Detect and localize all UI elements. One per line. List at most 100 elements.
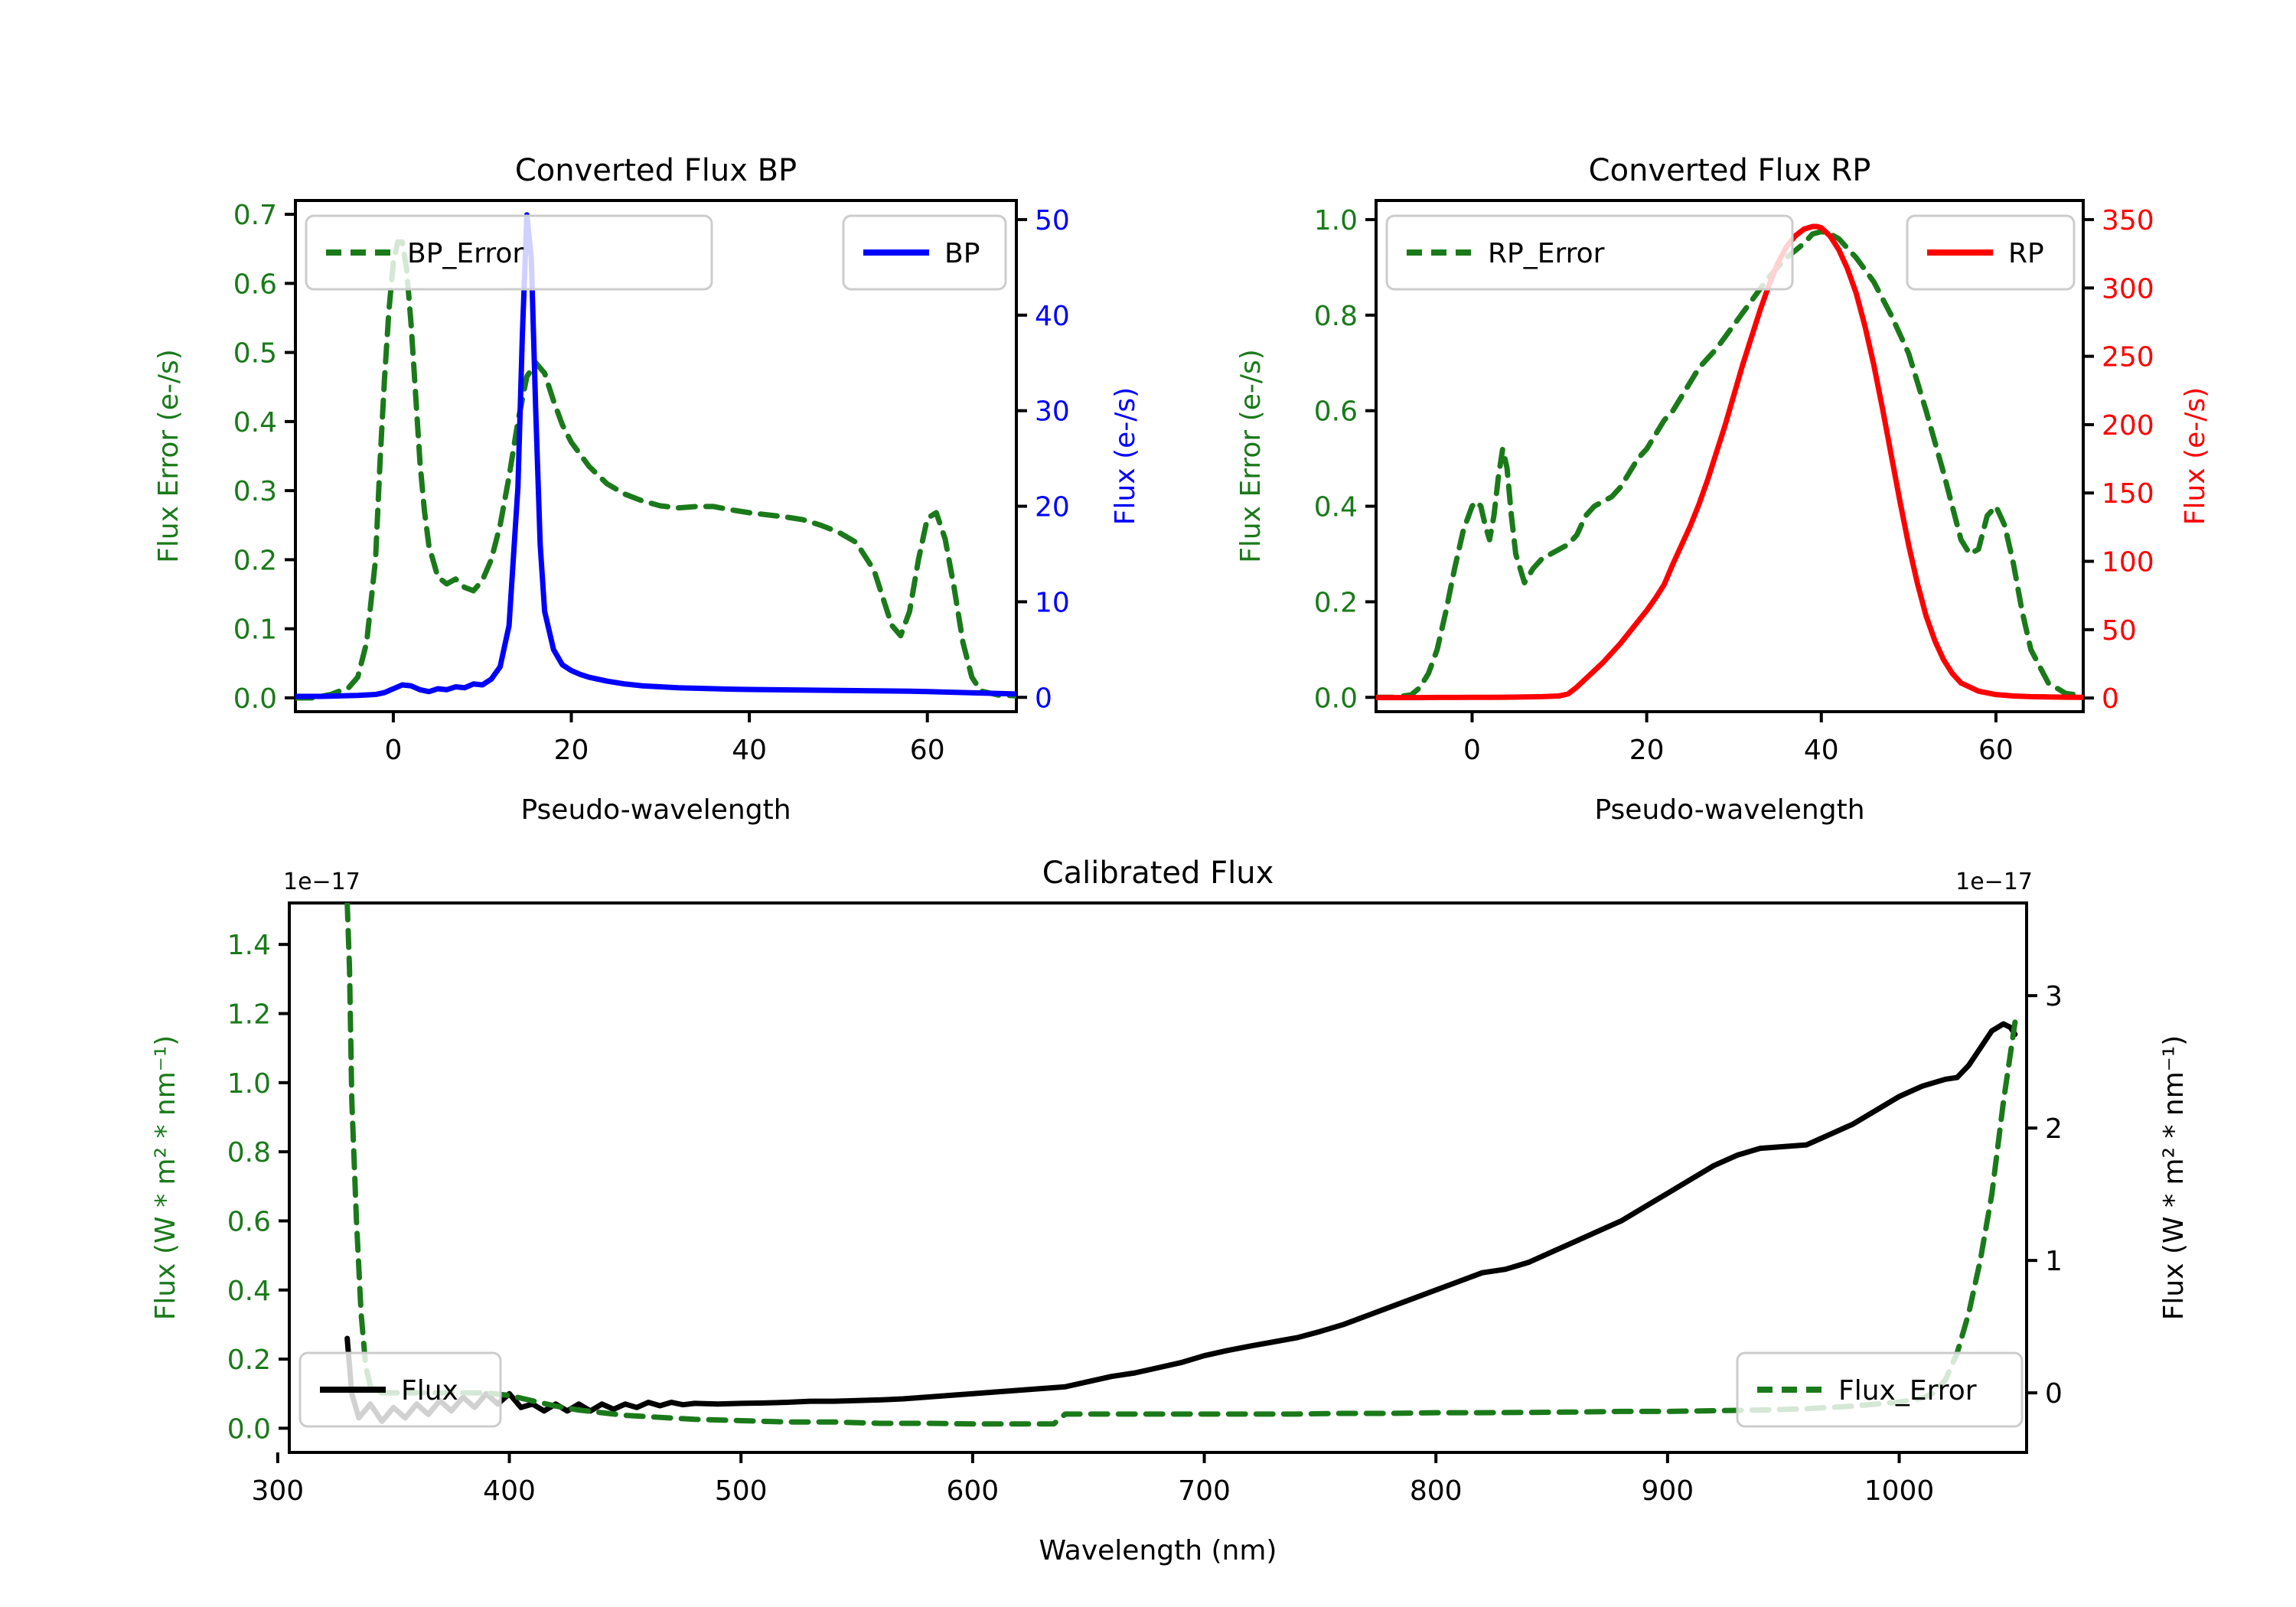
series-line-rp <box>1376 223 2083 701</box>
x-tick-label: 800 <box>1410 1475 1463 1507</box>
legend-label: Flux <box>401 1375 458 1407</box>
panel-title: Converted Flux RP <box>1589 153 1871 188</box>
y-tick-label-left: 0.0 <box>227 1413 271 1445</box>
legend-label: BP <box>944 238 980 269</box>
y-tick-label-right: 0 <box>2045 1378 2063 1410</box>
y-tick-label-right: 2 <box>2045 1113 2063 1145</box>
y-tick-label-right: 200 <box>2102 410 2154 442</box>
legend-bp[interactable]: BP <box>842 214 1007 291</box>
y-tick-label-right: 30 <box>1035 396 1070 428</box>
y-offset-left: 1e−17 <box>283 869 360 895</box>
x-tick-label: 20 <box>1629 735 1665 766</box>
legend-box <box>1385 214 1794 291</box>
y-tick-label-left: 1.0 <box>1314 205 1358 236</box>
y-tick-label-right: 10 <box>1035 587 1070 618</box>
y-tick-label-left: 0.8 <box>227 1137 271 1169</box>
y-tick-label-right: 0 <box>2102 683 2119 715</box>
y-axis-label-left: Flux Error (e-/s) <box>1235 349 1267 563</box>
x-tick-label: 40 <box>732 735 767 766</box>
y-tick-label-left: 0.6 <box>1314 396 1358 428</box>
x-tick-label: 1000 <box>1864 1475 1935 1507</box>
x-tick-label: 700 <box>1178 1475 1231 1507</box>
y-tick-label-left: 0.7 <box>233 200 277 231</box>
legend-flux-error[interactable]: Flux_Error <box>1736 1351 2024 1428</box>
y-tick-label-right: 350 <box>2102 205 2154 236</box>
y-tick-label-right: 50 <box>1035 205 1070 236</box>
series-line-flux_error <box>344 903 2018 1427</box>
panel-converted-flux-bp: 0 20 40 60 0.0 0.1 0.2 0.3 0.4 0.5 0.6 0.7 0 10 20 30 40… <box>153 153 1141 826</box>
plot-frame <box>294 199 1018 713</box>
x-tick-label: 300 <box>252 1475 305 1507</box>
y-tick-label-right: 100 <box>2102 547 2154 579</box>
y-tick-label-left: 0.3 <box>233 476 277 507</box>
y-tick-label-left: 0.6 <box>227 1206 271 1237</box>
y-tick-label-left: 0.2 <box>227 1345 271 1376</box>
y-tick-label-right: 250 <box>2102 342 2154 373</box>
x-axis-label: Pseudo-wavelength <box>1594 794 1864 826</box>
legend-rp-error[interactable]: RP_Error <box>1385 214 1794 291</box>
plot-area <box>344 903 2018 1427</box>
legend-label: Flux_Error <box>1838 1375 1977 1407</box>
x-axis-label: Pseudo-wavelength <box>520 794 791 826</box>
plot-area <box>1376 223 2083 701</box>
y-tick-label-left: 0.2 <box>1314 587 1358 618</box>
legend-bp-error[interactable]: BP_Error <box>305 214 713 291</box>
x-tick-label: 500 <box>715 1475 768 1507</box>
y-tick-label-left: 0.4 <box>233 407 277 438</box>
x-tick-label: 40 <box>1804 735 1839 766</box>
y-offset-right: 1e−17 <box>1955 869 2033 895</box>
x-tick-label: 600 <box>947 1475 1000 1507</box>
y-tick-label-right: 300 <box>2102 273 2154 305</box>
y-axis-label-left: Flux (W * m² * nm⁻¹) <box>150 1035 181 1321</box>
x-tick-label: 60 <box>1978 735 2014 766</box>
legend-label: BP_Error <box>407 238 523 269</box>
y-tick-label-left: 0.5 <box>233 338 277 370</box>
x-tick-label: 0 <box>1463 735 1481 766</box>
y-tick-label-right: 1 <box>2045 1246 2063 1277</box>
x-axis-label: Wavelength (nm) <box>1039 1535 1277 1566</box>
panel-calibrated-flux: 300 400 500 600 700 800 900 1000 0.0 0.2 0.4 0.6 0.8… <box>150 856 2190 1566</box>
y-tick-label-left: 0.8 <box>1314 301 1358 332</box>
x-tick-label: 20 <box>554 735 589 766</box>
x-tick-label: 900 <box>1642 1475 1694 1507</box>
legend-label: RP <box>2008 238 2044 269</box>
y-axis-label-left: Flux Error (e-/s) <box>153 349 184 563</box>
y-axis-label-right: Flux (e-/s) <box>1110 387 1141 525</box>
y-tick-label-left: 1.4 <box>227 930 271 961</box>
panel-title: Calibrated Flux <box>1042 856 1274 891</box>
x-tick-label: 0 <box>384 735 402 766</box>
y-tick-label-left: 0.6 <box>233 269 277 300</box>
y-tick-label-right: 40 <box>1035 301 1070 332</box>
y-tick-label-right: 0 <box>1035 683 1052 714</box>
y-tick-label-left: 0.4 <box>227 1276 271 1307</box>
legend-box <box>298 1351 502 1428</box>
series-line-rp_error <box>1376 229 2083 700</box>
x-tick-label: 60 <box>910 735 945 766</box>
y-tick-label-left: 0.2 <box>233 545 277 576</box>
x-tick-label: 400 <box>483 1475 536 1507</box>
legend-flux[interactable]: Flux <box>298 1351 502 1428</box>
y-tick-label-right: 20 <box>1035 492 1070 523</box>
y-tick-label-left: 1.2 <box>227 999 271 1031</box>
plot-frame <box>1375 199 2085 713</box>
legend-rp[interactable]: RP <box>1906 214 2076 291</box>
y-axis-label-right: Flux (W * m² * nm⁻¹) <box>2158 1035 2190 1321</box>
panel-converted-flux-rp: 0 20 40 60 0.0 0.2 0.4 0.6 0.8 1.0 0 50 100 150 200 250… <box>1235 153 2211 826</box>
plot-frame <box>288 901 2028 1454</box>
series-line-flux <box>344 1021 2018 1424</box>
y-tick-label-right: 3 <box>2045 981 2063 1012</box>
y-tick-label-left: 0.4 <box>1314 492 1358 523</box>
y-axis-label-right: Flux (e-/s) <box>2180 387 2211 525</box>
y-tick-label-left: 0.0 <box>233 683 277 715</box>
panel-title: Converted Flux BP <box>515 153 797 188</box>
y-tick-label-left: 0.0 <box>1314 683 1358 714</box>
series-line-bp_error <box>295 239 1016 701</box>
legend-label: RP_Error <box>1488 238 1605 269</box>
y-tick-label-left: 1.0 <box>227 1068 271 1100</box>
legend-box <box>1736 1351 2024 1428</box>
y-tick-label-right: 50 <box>2102 615 2137 647</box>
y-tick-label-left: 0.1 <box>233 614 277 646</box>
y-tick-label-right: 150 <box>2102 478 2154 510</box>
